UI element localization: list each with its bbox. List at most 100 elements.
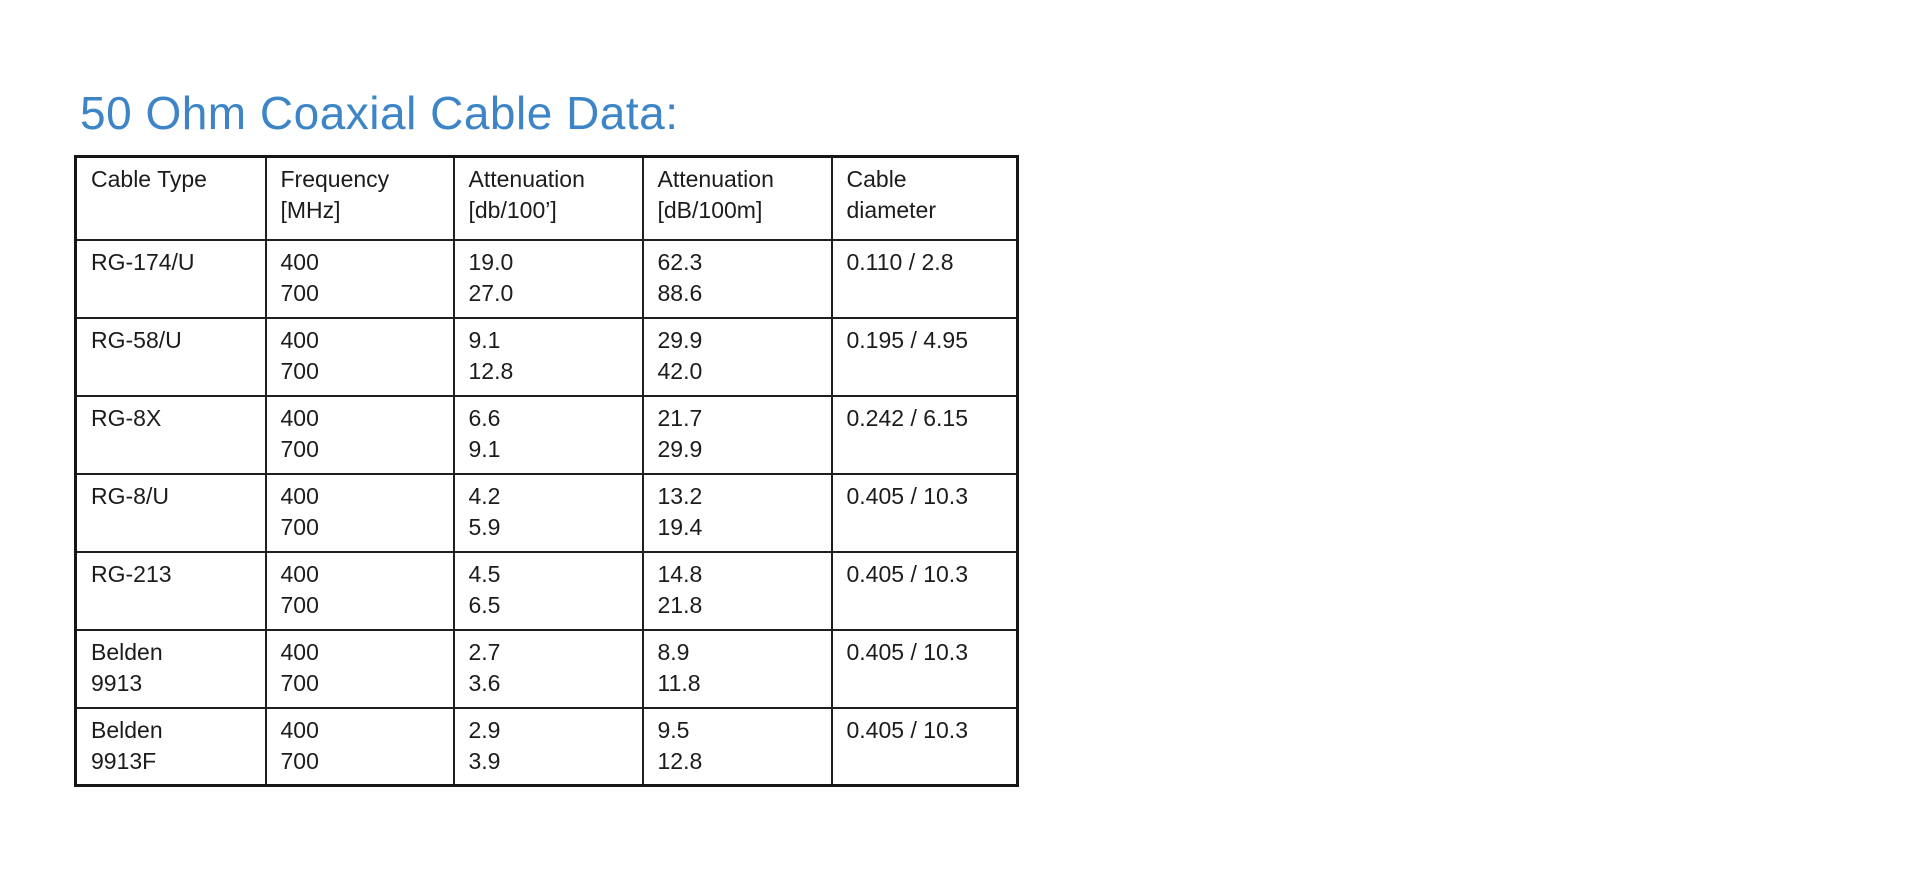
attenuation-m-700: 21.8 xyxy=(657,591,703,618)
table-row: RG-8X 400 700 6.6 9.1 21.7 29.9 0.242 / … xyxy=(74,394,1019,475)
header-line: Attenuation xyxy=(657,166,774,192)
attenuation-m-400: 62.3 xyxy=(657,248,703,275)
attenuation-ft-400: 9.1 xyxy=(468,326,501,353)
header-line: [db/100’] xyxy=(468,197,557,223)
frequency-400: 400 xyxy=(280,638,319,665)
header-attenuation-per-100ft: Attenuation [db/100’] xyxy=(452,155,644,241)
cable-type-line2: 9913 xyxy=(91,669,143,696)
diameter-value: 0.405 / 10.3 xyxy=(846,716,969,743)
frequency-400: 400 xyxy=(280,326,319,353)
attenuation-ft-400: 2.7 xyxy=(468,638,501,665)
header-line: Cable xyxy=(846,166,907,192)
cell-cable-type: RG-213 xyxy=(74,550,267,631)
cell-attenuation-ft: 6.6 9.1 xyxy=(452,394,644,475)
cell-diameter: 0.110 / 2.8 xyxy=(830,238,1019,319)
attenuation-m-700: 88.6 xyxy=(657,279,703,306)
attenuation-ft-400: 4.5 xyxy=(468,560,501,587)
attenuation-ft-700: 9.1 xyxy=(468,435,501,462)
cell-attenuation-m: 13.2 19.4 xyxy=(641,472,833,553)
cell-attenuation-ft: 19.0 27.0 xyxy=(452,238,644,319)
diameter-value: 0.242 / 6.15 xyxy=(846,404,969,431)
table-row: Belden 9913F 400 700 2.9 3.9 9.5 12.8 0.… xyxy=(74,706,1019,787)
cable-type-line1: RG-213 xyxy=(91,560,172,587)
cell-diameter: 0.405 / 10.3 xyxy=(830,706,1019,787)
coax-cable-data-table: Cable Type Frequency [MHz] Attenuation [… xyxy=(74,155,1019,787)
attenuation-ft-400: 6.6 xyxy=(468,404,501,431)
frequency-700: 700 xyxy=(280,591,319,618)
frequency-700: 700 xyxy=(280,513,319,540)
header-line: Cable Type xyxy=(91,166,207,192)
cell-cable-type: Belden 9913F xyxy=(74,706,267,787)
diameter-value: 0.195 / 4.95 xyxy=(846,326,969,353)
attenuation-ft-700: 5.9 xyxy=(468,513,501,540)
header-line: [dB/100m] xyxy=(657,197,763,223)
cell-attenuation-ft: 2.7 3.6 xyxy=(452,628,644,709)
cable-type-line1: RG-8X xyxy=(91,404,162,431)
cable-type-line1: RG-174/U xyxy=(91,248,195,275)
attenuation-ft-400: 4.2 xyxy=(468,482,501,509)
cell-diameter: 0.195 / 4.95 xyxy=(830,316,1019,397)
table-row: RG-8/U 400 700 4.2 5.9 13.2 19.4 0.405 /… xyxy=(74,472,1019,553)
cell-attenuation-m: 29.9 42.0 xyxy=(641,316,833,397)
header-line: Frequency xyxy=(280,166,390,192)
attenuation-m-700: 19.4 xyxy=(657,513,703,540)
frequency-700: 700 xyxy=(280,357,319,384)
frequency-700: 700 xyxy=(280,669,319,696)
diameter-value: 0.405 / 10.3 xyxy=(846,638,969,665)
page-title: 50 Ohm Coaxial Cable Data: xyxy=(80,87,679,139)
attenuation-ft-400: 2.9 xyxy=(468,716,501,743)
attenuation-m-400: 21.7 xyxy=(657,404,703,431)
cell-attenuation-m: 21.7 29.9 xyxy=(641,394,833,475)
cell-diameter: 0.242 / 6.15 xyxy=(830,394,1019,475)
cell-attenuation-ft: 9.1 12.8 xyxy=(452,316,644,397)
cable-type-line1: Belden xyxy=(91,638,163,665)
attenuation-m-700: 12.8 xyxy=(657,747,703,774)
cell-cable-type: RG-8/U xyxy=(74,472,267,553)
header-attenuation-per-100m: Attenuation [dB/100m] xyxy=(641,155,833,241)
frequency-400: 400 xyxy=(280,404,319,431)
attenuation-m-400: 14.8 xyxy=(657,560,703,587)
frequency-400: 400 xyxy=(280,716,319,743)
cell-attenuation-ft: 4.5 6.5 xyxy=(452,550,644,631)
header-cable-type: Cable Type xyxy=(74,155,267,241)
header-cable-diameter: Cable diameter xyxy=(830,155,1019,241)
cell-cable-type: RG-58/U xyxy=(74,316,267,397)
cable-type-line1: Belden xyxy=(91,716,163,743)
cable-type-line2: 9913F xyxy=(91,747,157,774)
frequency-700: 700 xyxy=(280,279,319,306)
cell-cable-type: Belden 9913 xyxy=(74,628,267,709)
attenuation-m-400: 9.5 xyxy=(657,716,690,743)
attenuation-ft-700: 6.5 xyxy=(468,591,501,618)
attenuation-m-700: 11.8 xyxy=(657,669,701,696)
attenuation-ft-700: 3.6 xyxy=(468,669,501,696)
table-row: RG-174/U 400 700 19.0 27.0 62.3 88.6 0.1… xyxy=(74,238,1019,319)
cell-frequency: 400 700 xyxy=(264,472,455,553)
cell-attenuation-ft: 2.9 3.9 xyxy=(452,706,644,787)
cell-diameter: 0.405 / 10.3 xyxy=(830,628,1019,709)
cell-frequency: 400 700 xyxy=(264,394,455,475)
frequency-400: 400 xyxy=(280,248,319,275)
attenuation-m-700: 42.0 xyxy=(657,357,703,384)
frequency-400: 400 xyxy=(280,482,319,509)
diameter-value: 0.405 / 10.3 xyxy=(846,482,969,509)
attenuation-m-400: 8.9 xyxy=(657,638,690,665)
attenuation-ft-700: 27.0 xyxy=(468,279,514,306)
cell-attenuation-m: 9.5 12.8 xyxy=(641,706,833,787)
attenuation-m-400: 29.9 xyxy=(657,326,703,353)
cable-type-line1: RG-58/U xyxy=(91,326,182,353)
table-header-row: Cable Type Frequency [MHz] Attenuation [… xyxy=(74,155,1019,241)
cell-frequency: 400 700 xyxy=(264,706,455,787)
cell-attenuation-ft: 4.2 5.9 xyxy=(452,472,644,553)
diameter-value: 0.110 / 2.8 xyxy=(846,248,954,275)
header-line: Attenuation xyxy=(468,166,585,192)
cell-frequency: 400 700 xyxy=(264,628,455,709)
table-row: RG-58/U 400 700 9.1 12.8 29.9 42.0 0.195… xyxy=(74,316,1019,397)
table-row: Belden 9913 400 700 2.7 3.6 8.9 11.8 0.4… xyxy=(74,628,1019,709)
attenuation-ft-700: 3.9 xyxy=(468,747,501,774)
header-line: diameter xyxy=(846,197,936,223)
attenuation-ft-400: 19.0 xyxy=(468,248,514,275)
attenuation-ft-700: 12.8 xyxy=(468,357,514,384)
diameter-value: 0.405 / 10.3 xyxy=(846,560,969,587)
frequency-700: 700 xyxy=(280,435,319,462)
